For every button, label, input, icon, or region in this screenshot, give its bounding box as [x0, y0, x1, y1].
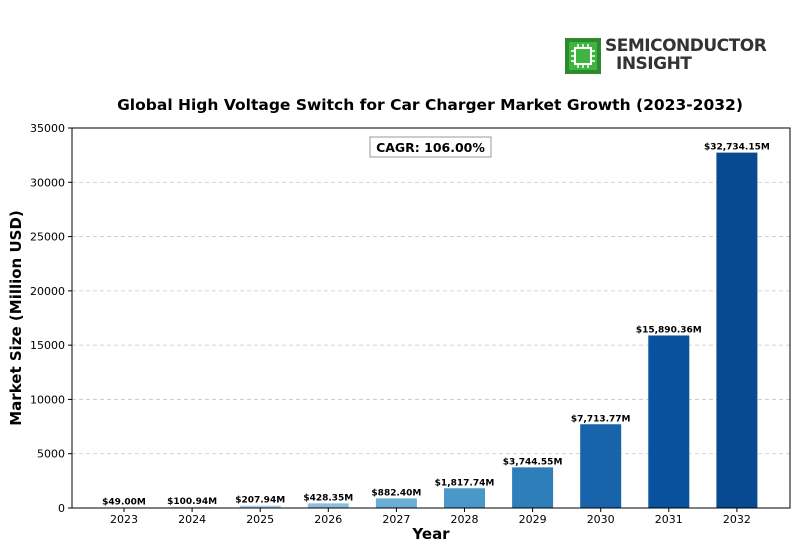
x-tick-label: 2032: [723, 513, 751, 526]
y-tick-label: 20000: [30, 285, 65, 298]
bar: [171, 506, 213, 508]
cagr-label: CAGR: 106.00%: [376, 140, 485, 155]
logo-text-line2: INSIGHT: [616, 54, 692, 74]
bar-data-label: $207.94M: [235, 496, 285, 506]
bar-data-label: $1,817.74M: [435, 478, 495, 488]
bar: [444, 488, 485, 508]
y-tick-label: 30000: [30, 176, 65, 189]
bar-data-label: $32,734.15M: [704, 143, 770, 153]
bar-data-label: $3,744.55M: [503, 457, 563, 467]
x-tick-label: 2025: [246, 513, 274, 526]
bar-data-label: $7,713.77M: [571, 414, 631, 424]
bar-data-label: $49.00M: [102, 497, 146, 507]
x-tick-label: 2023: [110, 513, 138, 526]
y-axis-title: Market Size (Million USD): [7, 210, 25, 426]
x-tick-label: 2026: [314, 513, 342, 526]
y-tick-label: 10000: [30, 393, 65, 406]
bar-data-label: $15,890.36M: [636, 325, 702, 335]
bar: [307, 503, 349, 508]
cagr-annotation: CAGR: 106.00%: [369, 136, 492, 158]
x-tick-label: 2024: [178, 513, 206, 526]
cagr-box: [369, 136, 492, 158]
bar-labels: $49.00M $100.94M $207.94M $428.35M $882.40M $…: [102, 143, 770, 508]
bar: [239, 505, 281, 508]
logo-text-line1: SEMICONDUCTOR: [605, 36, 767, 56]
x-tick-label: 2030: [587, 513, 615, 526]
y-tick-label: 15000: [30, 339, 65, 352]
y-axis-ticks: 0 5000 10000 15000 20000 25000 30000 35000: [30, 122, 72, 515]
x-axis-title: Year: [411, 525, 450, 543]
y-tick-label: 0: [58, 502, 65, 515]
bar: [716, 152, 758, 509]
bar-data-label: $100.94M: [167, 497, 217, 507]
chip-icon: [565, 38, 601, 74]
x-axis-ticks: 2023 2024 2025 2026 2027 2028 2029 2030 2031 2032: [110, 508, 751, 526]
y-tick-label: 35000: [30, 122, 65, 135]
chart-title: Global High Voltage Switch for Car Charg…: [117, 96, 743, 114]
bar: [375, 498, 417, 508]
bar: [580, 424, 622, 508]
x-tick-label: 2028: [451, 513, 479, 526]
y-tick-label: 5000: [37, 448, 65, 461]
semiconductor-insight-logo: SEMICONDUCTOR INSIGHT: [565, 36, 775, 76]
bar-data-label: $882.40M: [371, 488, 421, 498]
y-tick-label: 25000: [30, 231, 65, 244]
x-tick-label: 2029: [519, 513, 547, 526]
bar: [648, 335, 690, 508]
x-tick-label: 2027: [382, 513, 410, 526]
x-tick-label: 2031: [655, 513, 683, 526]
bars: [103, 152, 758, 509]
plot-frame: [71, 127, 791, 509]
bar-data-label: $428.35M: [303, 493, 353, 503]
bar: [512, 467, 554, 508]
